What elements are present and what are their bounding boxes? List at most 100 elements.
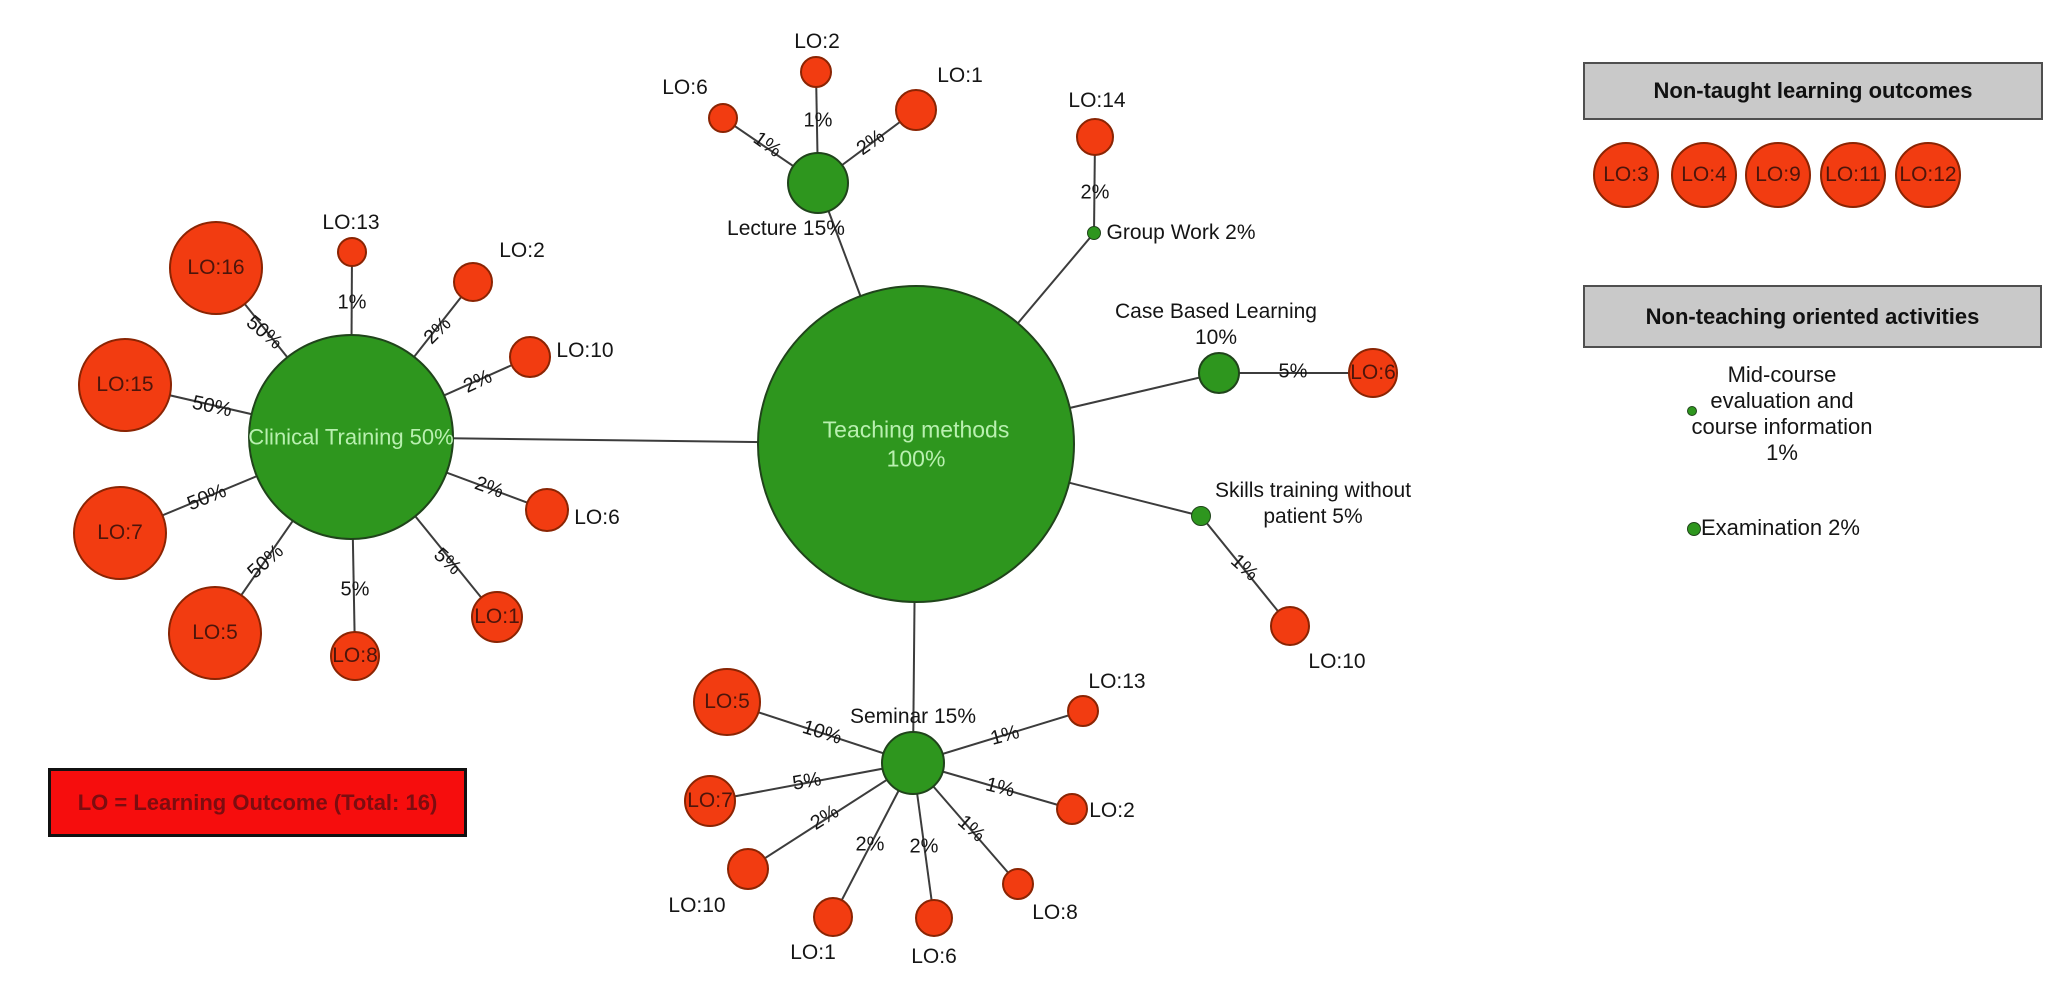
edge-label-clinical-training--clinical-lo16: 50%: [241, 311, 287, 354]
node-case-based-lo6: [1348, 348, 1398, 398]
label-skills-lo10: LO:10: [1308, 649, 1366, 673]
label-lecture-lo6: LO:6: [662, 75, 708, 99]
label-lecture-lo1: LO:1: [937, 63, 983, 87]
label-seminar-lo7: LO:7: [687, 788, 733, 812]
node-skills-training: [1191, 506, 1211, 526]
edge-label-clinical-training--clinical-lo15: 50%: [190, 391, 234, 422]
label-clinical-training: Clinical Training 50%: [248, 424, 454, 450]
legend-non-teaching-header: Non-teaching oriented activities: [1583, 285, 2042, 348]
node-skills-lo10: [1270, 606, 1310, 646]
label-seminar-lo5: LO:5: [704, 689, 750, 713]
node-clinical-lo16: [169, 221, 263, 315]
node-seminar-lo5: [693, 668, 761, 736]
label-case-based-lo6: LO:6: [1350, 360, 1396, 384]
edge-label-seminar--seminar-lo1: 2%: [855, 833, 885, 856]
edge-label-skills-training--skills-lo10: 1%: [1226, 549, 1263, 586]
label-skills-training: Skills training without patient 5%: [1214, 478, 1412, 528]
edge-label-clinical-training--clinical-lo2: 2%: [419, 312, 456, 349]
legend-lo-label-4: LO:4: [1681, 163, 1727, 186]
legend-non-teaching-title: Non-teaching oriented activities: [1645, 303, 1980, 329]
label-seminar-lo13: LO:13: [1088, 669, 1146, 693]
node-clinical-lo7: [73, 486, 167, 580]
edge-skills-training--skills-lo10: [1200, 515, 1291, 627]
node-teaching-methods: [757, 285, 1075, 603]
node-seminar-lo2: [1056, 793, 1088, 825]
node-group-work: [1087, 226, 1101, 240]
legend-lo-circle-12: LO:12: [1895, 142, 1961, 208]
edge-label-clinical-training--clinical-lo1: 5%: [429, 543, 466, 580]
label-seminar: Seminar 15%: [849, 704, 977, 728]
node-clinical-lo6: [525, 488, 569, 532]
lo-note-text: LO = Learning Outcome (Total: 16): [77, 789, 438, 815]
label-clinical-lo2: LO:2: [499, 238, 545, 262]
label-clinical-lo8: LO:8: [332, 643, 378, 667]
edge-label-clinical-training--clinical-lo5: 50%: [243, 540, 288, 584]
legend-lo-circle-11: LO:11: [1820, 142, 1886, 208]
edge-label-lecture--lecture-lo6: 1%: [749, 127, 786, 162]
node-seminar-lo7: [684, 775, 736, 827]
node-seminar-lo6: [915, 899, 953, 937]
label-group-work: Group Work 2%: [1106, 220, 1256, 244]
label-clinical-lo1: LO:1: [474, 604, 520, 628]
node-seminar-lo8: [1002, 868, 1034, 900]
legend-lo-label-11: LO:11: [1825, 163, 1881, 186]
label-seminar-lo8: LO:8: [1032, 900, 1078, 924]
label-seminar-lo6: LO:6: [911, 944, 957, 968]
label-case-based-learning: Case Based Learning 10%: [1115, 299, 1317, 349]
legend-lo-label-9: LO:9: [1755, 163, 1801, 186]
examination-dot: [1687, 522, 1701, 536]
edge-label-clinical-training--clinical-lo7: 50%: [184, 479, 230, 516]
node-clinical-lo10: [509, 336, 551, 378]
edge-label-seminar--seminar-lo6: 2%: [909, 835, 939, 858]
edge-label-group-work--group-work-lo14: 2%: [1080, 181, 1110, 204]
node-clinical-lo13: [337, 237, 367, 267]
label-clinical-lo10: LO:10: [556, 338, 614, 362]
edge-label-clinical-training--clinical-lo6: 2%: [471, 472, 507, 503]
node-seminar-lo1: [813, 897, 853, 937]
node-lecture-lo2: [800, 56, 832, 88]
node-clinical-lo5: [168, 586, 262, 680]
edge-label-lecture--lecture-lo1: 2%: [852, 125, 889, 160]
edge-label-case-based-learning--case-based-lo6: 5%: [1278, 360, 1308, 383]
legend-lo-circle-3: LO:3: [1593, 142, 1659, 208]
edge-label-seminar--seminar-lo10: 2%: [806, 800, 843, 835]
node-seminar-lo10: [727, 848, 769, 890]
node-clinical-lo8: [330, 631, 380, 681]
label-lecture: Lecture 15%: [727, 216, 845, 240]
node-group-work-lo14: [1076, 118, 1114, 156]
edge-label-seminar--seminar-lo5: 10%: [799, 716, 845, 749]
legend-lo-label-12: LO:12: [1899, 163, 1957, 186]
legend-non-taught-header: Non-taught learning outcomes: [1583, 62, 2043, 120]
edge-label-seminar--seminar-lo13: 1%: [988, 721, 1022, 750]
node-clinical-lo1: [471, 591, 523, 643]
edge-label-clinical-training--clinical-lo13: 1%: [337, 291, 367, 314]
label-seminar-lo2: LO:2: [1089, 798, 1135, 822]
label-clinical-lo5: LO:5: [192, 620, 238, 644]
label-clinical-lo6: LO:6: [574, 505, 620, 529]
mid-course-dot: [1687, 406, 1697, 416]
edge-label-lecture--lecture-lo2: 1%: [803, 109, 833, 132]
node-seminar: [881, 731, 945, 795]
examination-label: Examination 2%: [1701, 515, 1860, 540]
edge-label-seminar--seminar-lo7: 5%: [790, 768, 824, 795]
edge-label-clinical-training--clinical-lo8: 5%: [340, 578, 370, 601]
edge-label-clinical-training--clinical-lo10: 2%: [460, 365, 496, 398]
label-seminar-lo10: LO:10: [668, 893, 726, 917]
node-seminar-lo13: [1067, 695, 1099, 727]
legend-lo-label-3: LO:3: [1603, 163, 1649, 186]
node-case-based-learning: [1198, 352, 1240, 394]
label-clinical-lo15: LO:15: [96, 372, 154, 396]
mid-course-label: Mid-course evaluation and course informa…: [1691, 362, 1873, 465]
label-clinical-lo7: LO:7: [97, 520, 143, 544]
node-clinical-training: [248, 334, 454, 540]
label-teaching-methods: Teaching methods 100%: [822, 416, 1010, 471]
label-clinical-lo16: LO:16: [187, 255, 245, 279]
legend-non-taught-title: Non-taught learning outcomes: [1653, 78, 1973, 103]
node-lecture-lo1: [895, 89, 937, 131]
label-clinical-lo13: LO:13: [322, 210, 380, 234]
legend-lo-circle-4: LO:4: [1671, 142, 1737, 208]
legend-lo-circle-9: LO:9: [1745, 142, 1811, 208]
node-lecture: [787, 152, 849, 214]
